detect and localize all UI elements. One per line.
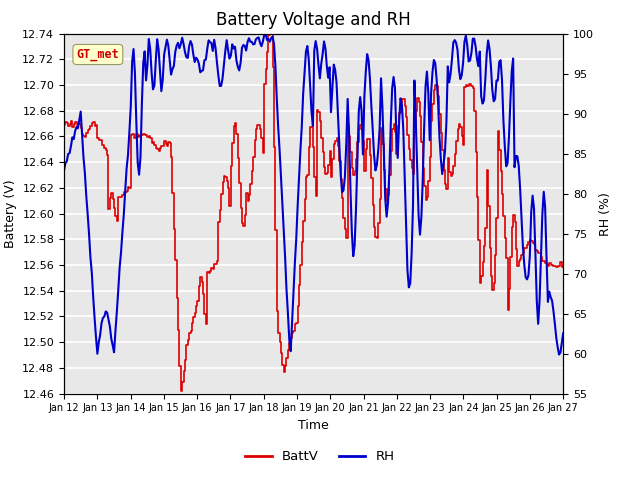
Text: GT_met: GT_met: [77, 48, 119, 61]
X-axis label: Time: Time: [298, 419, 329, 432]
Legend: BattV, RH: BattV, RH: [240, 445, 400, 468]
Title: Battery Voltage and RH: Battery Voltage and RH: [216, 11, 411, 29]
Y-axis label: RH (%): RH (%): [600, 192, 612, 236]
Y-axis label: Battery (V): Battery (V): [4, 180, 17, 248]
